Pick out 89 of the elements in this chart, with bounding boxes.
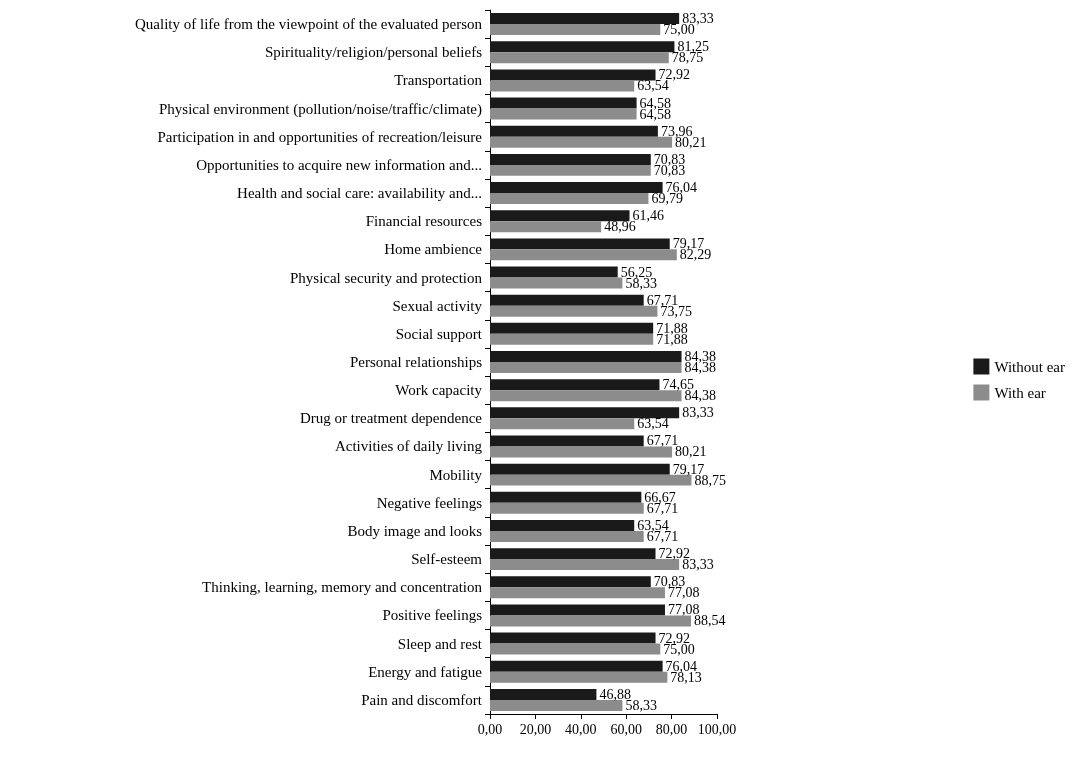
y-tick-label: Participation in and opportunities of recreation/leisure [157, 128, 483, 145]
bar [490, 351, 682, 362]
bar [490, 249, 677, 261]
y-tick-label: Body image and looks [347, 522, 483, 539]
y-tick-label: Thinking, learning, memory and concentration [202, 579, 483, 596]
bar [490, 559, 680, 571]
bar [490, 333, 654, 345]
bar [490, 548, 656, 560]
bar [490, 80, 635, 92]
y-tick-label: Physical security and protection [289, 269, 483, 286]
bar [490, 362, 682, 373]
y-tick-label: Personal relationships [349, 354, 483, 370]
y-tick-label: Physical environment (pollution/noise/traffic/climate) [159, 100, 482, 118]
bar [490, 491, 642, 503]
bar [490, 97, 637, 109]
bar [490, 446, 673, 458]
y-tick-label: Quality of life from the viewpoint of the evaluated person [135, 16, 483, 33]
bar [490, 266, 618, 278]
bar [490, 108, 637, 120]
y-tick-label: Home ambience [384, 241, 483, 258]
bar [490, 474, 692, 486]
bar [490, 463, 670, 475]
bar [490, 615, 691, 627]
bar [490, 530, 644, 542]
y-tick-label: Health and social care: availability and... [237, 185, 482, 202]
bar [490, 221, 602, 233]
bar [490, 576, 651, 588]
x-tick-label: 40,00 [565, 721, 597, 737]
bar [490, 671, 668, 683]
y-tick-label: Work capacity [395, 382, 483, 399]
bar [490, 69, 656, 81]
bar [490, 418, 635, 430]
bar [490, 24, 661, 36]
y-tick-label: Opportunities to acquire new information and... [196, 156, 482, 173]
bar [490, 153, 651, 165]
y-tick-label: Pain and discomfort [361, 691, 483, 708]
y-tick-label: Positive feelings [382, 607, 483, 624]
bar [490, 52, 669, 64]
y-tick-label: Spirituality/religion/personal beliefs [264, 44, 483, 61]
bar [490, 41, 675, 53]
bar [490, 407, 680, 419]
x-tick-label: 60,00 [610, 721, 642, 737]
y-tick-label: Mobility [429, 466, 483, 483]
bar [490, 390, 682, 402]
x-tick-label: 0,00 [477, 721, 503, 737]
bar [490, 688, 597, 700]
bar [490, 13, 680, 25]
legend-label: Without ear [994, 358, 1065, 375]
y-tick-label: Transportation [394, 72, 483, 89]
data-label: 80,21 [675, 444, 707, 460]
bar [490, 322, 654, 334]
x-tick-label: 100,00 [697, 721, 737, 737]
data-label: 63,54 [637, 416, 669, 432]
bar [490, 182, 663, 194]
y-tick-label: Negative feelings [376, 494, 483, 511]
bar [490, 502, 644, 514]
legend-label: With ear [994, 384, 1046, 401]
y-tick-label: Self-esteem [411, 551, 483, 568]
bar [490, 193, 649, 205]
bar [490, 604, 665, 616]
bar [490, 379, 660, 391]
bar [490, 587, 665, 599]
bar [490, 238, 670, 250]
bar [490, 519, 635, 531]
bar [490, 660, 663, 672]
data-label: 46,88 [599, 686, 631, 702]
bar [490, 699, 623, 711]
y-tick-label: Activities of daily living [334, 438, 483, 455]
y-tick-label: Energy and fatigue [368, 663, 483, 680]
data-label: 83,33 [682, 405, 714, 421]
data-label: 84,38 [684, 388, 717, 404]
bar [490, 294, 644, 306]
y-tick-label: Drug or treatment dependence [300, 410, 483, 427]
bar [490, 643, 661, 655]
y-tick-label: Sexual activity [392, 297, 483, 314]
bar [490, 435, 644, 447]
x-tick-label: 20,00 [519, 721, 552, 737]
y-tick-label: Social support [395, 325, 483, 342]
x-tick-label: 80,00 [655, 721, 688, 737]
bar [490, 277, 623, 289]
bar [490, 136, 673, 148]
bar [490, 210, 630, 222]
data-label: 75,00 [663, 22, 695, 38]
bar [490, 632, 656, 644]
bar [490, 125, 658, 137]
bar [490, 164, 651, 176]
y-tick-label: Financial resources [365, 213, 483, 230]
y-tick-label: Sleep and rest [397, 635, 483, 652]
bar [490, 305, 658, 317]
